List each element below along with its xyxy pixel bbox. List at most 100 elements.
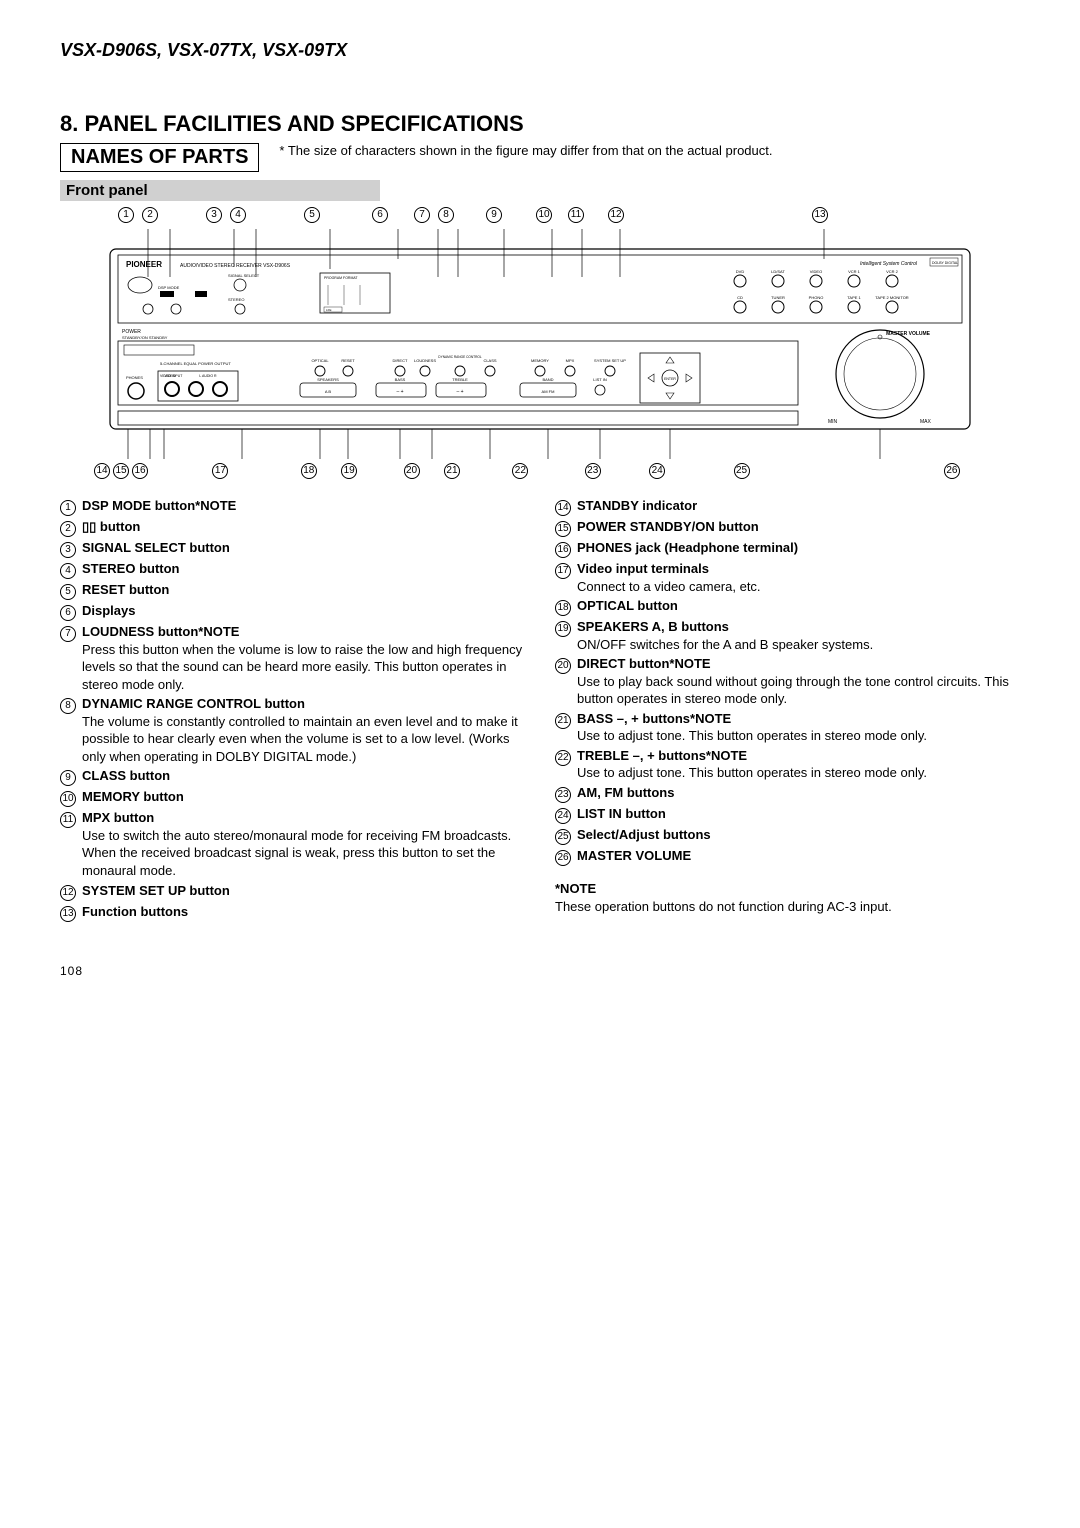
part-num-12: 12 bbox=[60, 885, 76, 901]
callout-20: 20 bbox=[404, 463, 420, 479]
front-panel-diagram: 1 2 3 4 5 6 7 8 9 10 11 12 13 bbox=[60, 207, 1020, 479]
svg-text:TUNER: TUNER bbox=[771, 295, 785, 300]
part-item-4: 4STEREO button bbox=[60, 560, 525, 579]
part-title: AM, FM buttons bbox=[577, 784, 1020, 802]
part-item-6: 6Displays bbox=[60, 602, 525, 621]
callout-1: 1 bbox=[118, 207, 134, 223]
svg-text:– +: – + bbox=[396, 389, 403, 395]
part-item-19: 19 SPEAKERS A, B buttonsON/OFF switches f… bbox=[555, 618, 1020, 653]
section-title: 8. PANEL FACILITIES AND SPECIFICATIONS bbox=[60, 111, 1020, 137]
callout-22: 22 bbox=[512, 463, 528, 479]
svg-text:– +: – + bbox=[456, 389, 463, 395]
part-num-4: 4 bbox=[60, 563, 76, 579]
svg-text:VIDEO: VIDEO bbox=[810, 269, 822, 274]
svg-text:BAND: BAND bbox=[542, 377, 553, 382]
note-title: *NOTE bbox=[555, 880, 1020, 898]
part-title: LOUDNESS button*NOTE bbox=[82, 623, 525, 641]
part-item-20: 20DIRECT button*NOTEUse to play back sou… bbox=[555, 655, 1020, 708]
part-item-13: 13Function buttons bbox=[60, 903, 525, 922]
svg-text:A B: A B bbox=[325, 389, 332, 394]
part-item-17: 17Video input terminalsConnect to a vide… bbox=[555, 560, 1020, 595]
svg-text:Intelligent System Control: Intelligent System Control bbox=[860, 261, 918, 267]
part-item-12: 12 SYSTEM SET UP button bbox=[60, 882, 525, 901]
parts-list: 1DSP MODE button*NOTE 2▯▯ button 3SIGNAL S… bbox=[60, 497, 1020, 924]
part-item-7: 7LOUDNESS button*NOTEPress this button w… bbox=[60, 623, 525, 693]
part-num-21: 21 bbox=[555, 713, 571, 729]
svg-text:AUDIO/VIDEO STEREO RECEIVER V: AUDIO/VIDEO STEREO RECEIVER VSX-D906S bbox=[180, 263, 291, 269]
svg-text:LIST IN: LIST IN bbox=[593, 377, 607, 382]
part-item-9: 9 CLASS button bbox=[60, 767, 525, 786]
callout-19: 19 bbox=[341, 463, 357, 479]
part-title: Video input terminals bbox=[577, 560, 1020, 578]
part-title: MASTER VOLUME bbox=[577, 847, 1020, 865]
svg-text:5-CHANNEL EQUAL POWER OUTPUT: 5-CHANNEL EQUAL POWER OUTPUT bbox=[160, 361, 231, 366]
callout-18: 18 bbox=[301, 463, 317, 479]
part-item-11: 11MPX buttonUse to switch the auto stere… bbox=[60, 809, 525, 879]
callout-2: 2 bbox=[142, 207, 158, 223]
part-item-21: 21BASS –, + buttons*NOTEUse to adjust to… bbox=[555, 710, 1020, 745]
names-row: NAMES OF PARTS * The size of characters … bbox=[60, 143, 1020, 172]
svg-text:VIDEO: VIDEO bbox=[165, 374, 176, 378]
model-header: VSX-D906S, VSX-07TX, VSX-09TX bbox=[60, 40, 1020, 61]
part-num-26: 26 bbox=[555, 850, 571, 866]
part-desc: Connect to a video camera, etc. bbox=[577, 578, 1020, 596]
panel-svg: PIONEER AUDIO/VIDEO STEREO RECEIVER VSX-… bbox=[100, 229, 980, 459]
part-item-2: 2▯▯ button bbox=[60, 518, 525, 537]
part-title: TREBLE –, + buttons*NOTE bbox=[577, 747, 1020, 765]
front-panel-label: Front panel bbox=[60, 180, 380, 201]
callout-13: 13 bbox=[812, 207, 828, 223]
svg-text:SYSTEM SET UP: SYSTEM SET UP bbox=[594, 358, 626, 363]
svg-text:MIN: MIN bbox=[828, 419, 838, 425]
part-title: Function buttons bbox=[82, 903, 525, 921]
svg-text:MPX: MPX bbox=[566, 358, 575, 363]
note-body: These operation buttons do not function … bbox=[555, 898, 1020, 916]
part-num-11: 11 bbox=[60, 812, 76, 828]
callout-10: 10 bbox=[536, 207, 552, 223]
svg-text:LOUDNESS: LOUDNESS bbox=[414, 358, 436, 363]
part-num-16: 16 bbox=[555, 542, 571, 558]
callout-8: 8 bbox=[438, 207, 454, 223]
part-item-25: 25Select/Adjust buttons bbox=[555, 826, 1020, 845]
part-title: CLASS button bbox=[82, 767, 525, 785]
svg-text:MEMORY: MEMORY bbox=[531, 358, 549, 363]
callout-15: 15 bbox=[113, 463, 129, 479]
part-title: SPEAKERS A, B buttons bbox=[577, 618, 1020, 636]
part-num-7: 7 bbox=[60, 626, 76, 642]
part-item-1: 1DSP MODE button*NOTE bbox=[60, 497, 525, 516]
part-title: OPTICAL button bbox=[577, 597, 1020, 615]
svg-text:LD/SAT: LD/SAT bbox=[771, 269, 785, 274]
svg-text:TAPE 1: TAPE 1 bbox=[847, 295, 861, 300]
callout-23: 23 bbox=[585, 463, 601, 479]
part-num-23: 23 bbox=[555, 787, 571, 803]
part-num-1: 1 bbox=[60, 500, 76, 516]
part-num-9: 9 bbox=[60, 770, 76, 786]
svg-text:L AUDIO R: L AUDIO R bbox=[199, 374, 217, 378]
svg-text:TREBLE: TREBLE bbox=[452, 377, 468, 382]
part-num-15: 15 bbox=[555, 521, 571, 537]
svg-text:TAPE 2 MONITOR: TAPE 2 MONITOR bbox=[875, 295, 909, 300]
callout-9: 9 bbox=[486, 207, 502, 223]
part-item-3: 3SIGNAL SELECT button bbox=[60, 539, 525, 558]
svg-text:DSP MODE: DSP MODE bbox=[158, 285, 180, 290]
part-title: SYSTEM SET UP button bbox=[82, 882, 525, 900]
part-item-5: 5RESET button bbox=[60, 581, 525, 600]
callout-12: 12 bbox=[608, 207, 624, 223]
svg-text:PROGRAM FORMAT: PROGRAM FORMAT bbox=[324, 276, 358, 280]
part-item-26: 26 MASTER VOLUME bbox=[555, 847, 1020, 866]
svg-text:CD: CD bbox=[737, 295, 743, 300]
part-desc: ON/OFF switches for the A and B speaker … bbox=[577, 636, 1020, 654]
svg-text:RESET: RESET bbox=[341, 358, 355, 363]
callout-24: 24 bbox=[649, 463, 665, 479]
svg-text:DVD: DVD bbox=[736, 269, 745, 274]
svg-text:PHONO: PHONO bbox=[809, 295, 824, 300]
callout-17: 17 bbox=[212, 463, 228, 479]
callout-14: 14 bbox=[94, 463, 110, 479]
callout-5: 5 bbox=[304, 207, 320, 223]
part-item-15: 15POWER STANDBY/ON button bbox=[555, 518, 1020, 537]
part-item-18: 18OPTICAL button bbox=[555, 597, 1020, 616]
bottom-callout-row: 14 15 16 17 18 19 20 21 22 23 24 25 26 bbox=[60, 459, 1020, 479]
svg-text:PIONEER: PIONEER bbox=[126, 260, 162, 269]
part-num-19: 19 bbox=[555, 621, 571, 637]
part-num-25: 25 bbox=[555, 829, 571, 845]
top-callout-row: 1 2 3 4 5 6 7 8 9 10 11 12 13 bbox=[60, 207, 1020, 229]
